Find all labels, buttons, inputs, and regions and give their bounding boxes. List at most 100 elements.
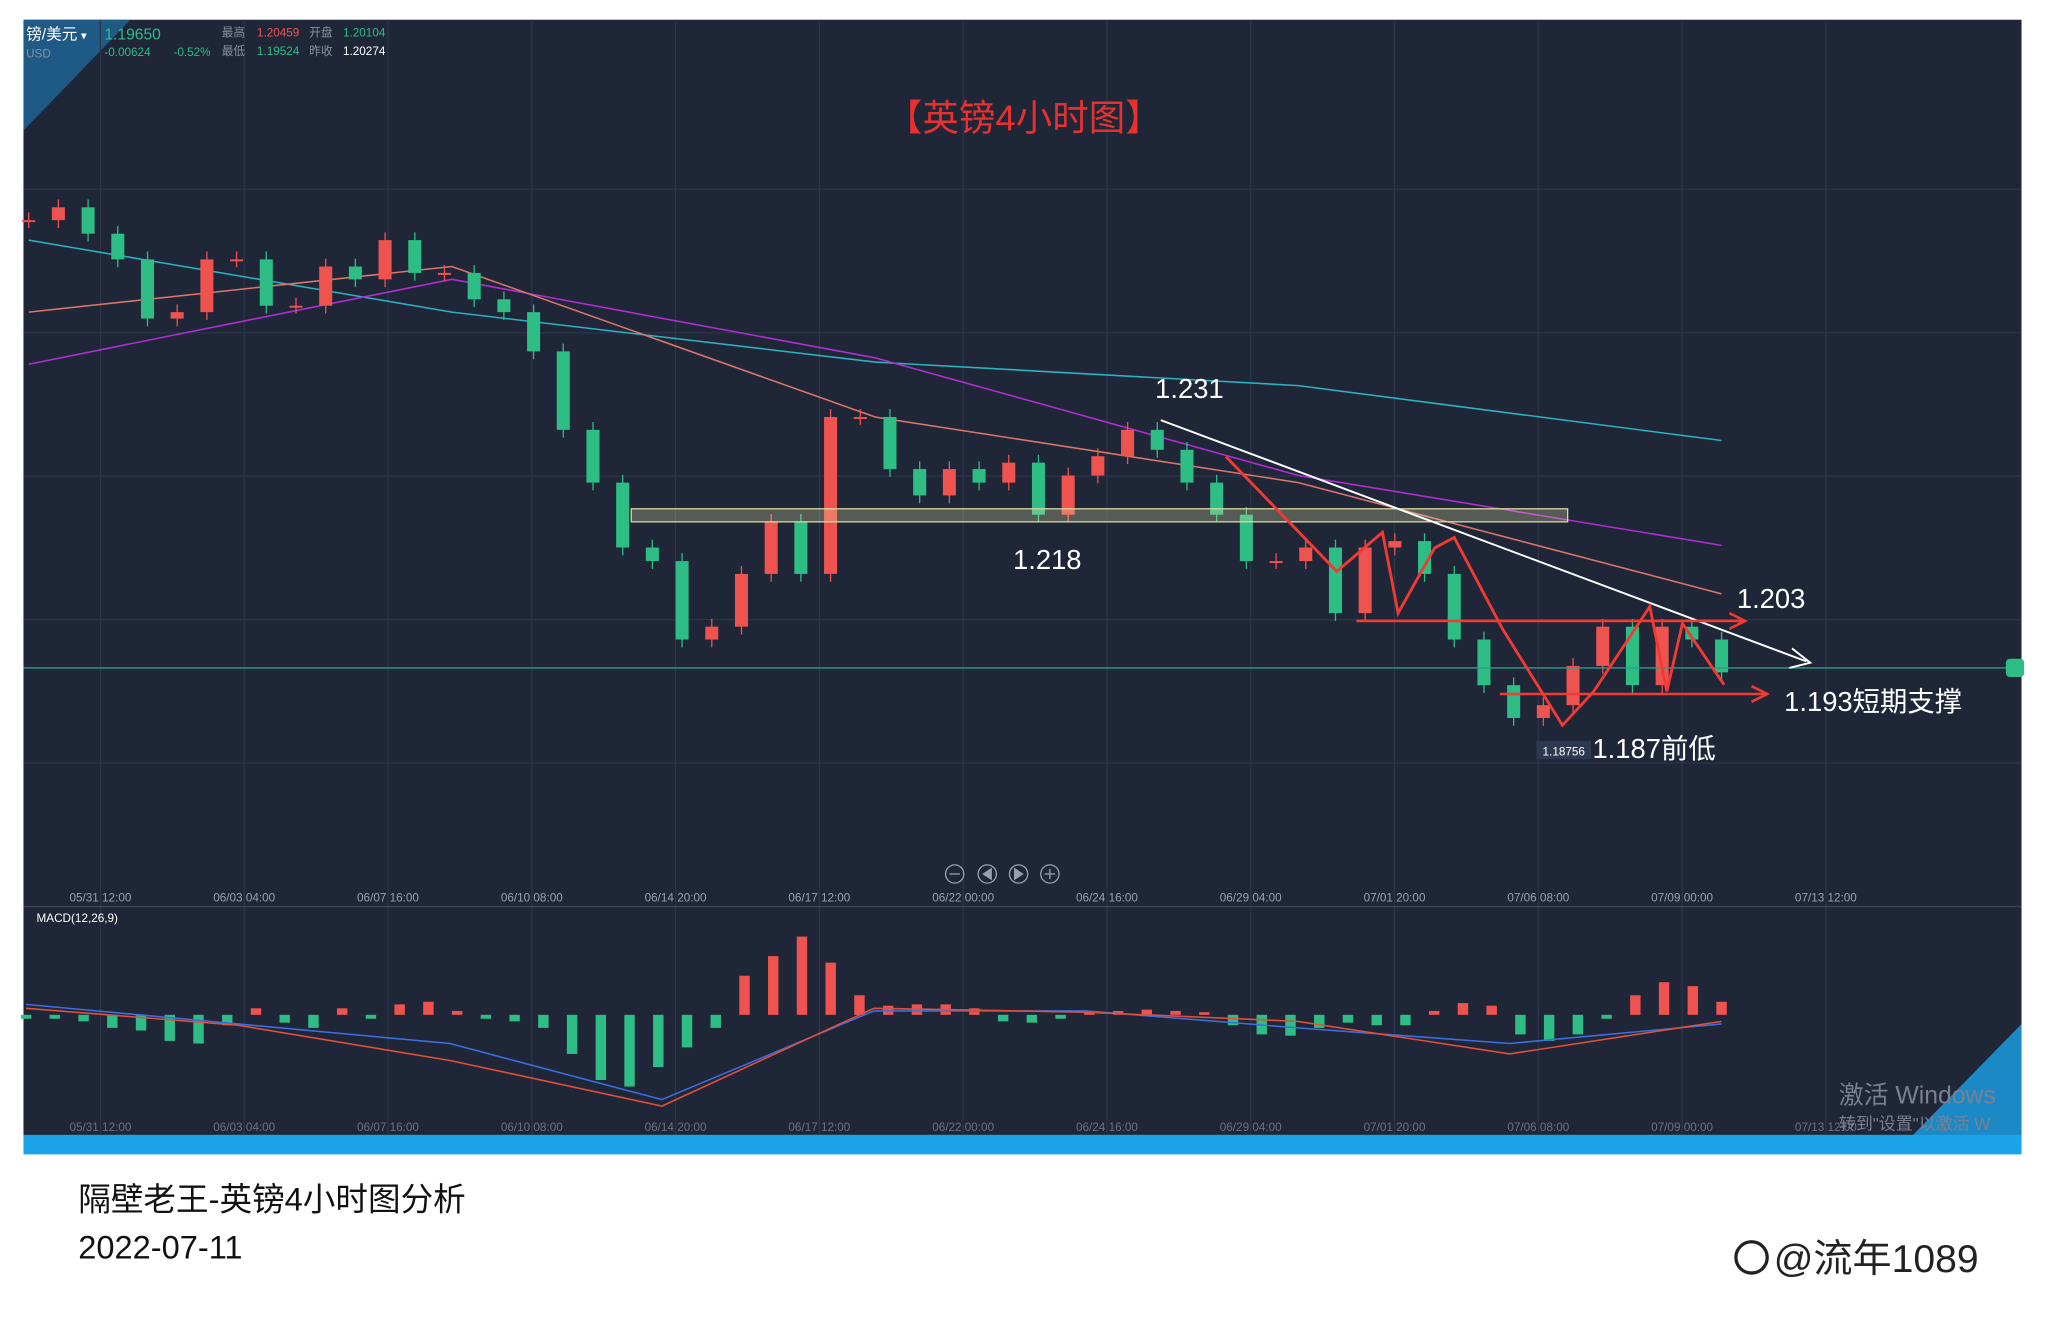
corner-decoration [23,19,131,131]
x-tick-label: 06/17 12:00 [788,1121,850,1134]
candle [1121,429,1135,457]
x-tick-label: 07/06 08:00 [1507,891,1569,904]
macd-bar [1342,1014,1354,1023]
macd-bar [1199,1012,1210,1015]
candle [1418,541,1432,574]
stat-label: 昨收 [309,44,333,58]
macd-bar [768,956,779,1015]
candle [734,573,748,627]
x-tick-label: 06/22 00:00 [932,1121,994,1134]
x-tick-label: 06/03 04:00 [213,1121,275,1134]
current-price-tag [2005,658,2025,678]
macd-bar [681,1014,693,1048]
grid [23,19,2022,1135]
symbol: 镑/美元 [26,25,77,43]
back-button[interactable] [977,864,998,884]
stat-value: 1.20274 [343,45,386,58]
candle [1031,462,1045,515]
macd-bar [825,962,836,1015]
x-tick-label: 06/17 12:00 [788,891,850,904]
macd-bar [423,1001,434,1015]
x-tick-label: 05/31 12:00 [69,891,131,904]
candle [764,521,778,574]
x-tick-label: 07/06 08:00 [1507,1121,1569,1134]
candle [1002,462,1016,483]
candle [81,207,95,234]
macd-bar [1371,1014,1382,1026]
x-tick-label: 06/14 20:00 [645,891,707,904]
candle [1447,573,1461,640]
candle [675,561,689,640]
macd-bar [1601,1014,1612,1019]
zoom-out-button[interactable] [944,864,965,884]
macd-bar [595,1014,607,1081]
macd-bar [1515,1014,1526,1035]
candle [1180,449,1194,483]
x-tick-label: 06/10 08:00 [501,891,563,904]
x-tick-label: 06/29 04:00 [1220,891,1282,904]
x-tick-label: 06/10 08:00 [501,1121,563,1134]
macd-bar [1084,1012,1095,1015]
stat-label: 开盘 [309,26,333,40]
caption-date: 2022-07-11 [78,1229,242,1266]
candle [1715,639,1729,673]
candle [1507,685,1521,718]
candle [883,416,897,470]
candle [1299,547,1313,562]
candle [140,259,155,319]
macd-bar [1055,1014,1066,1019]
author: @流年1089 [1774,1238,1979,1281]
candle [497,299,511,313]
macd-bar [566,1014,578,1054]
macd-bar [997,1014,1009,1022]
macd-bar [279,1014,290,1023]
candle [556,351,570,430]
candle [1091,456,1105,476]
candle [972,469,986,483]
wave-path [1224,455,1726,728]
nav-buttons [944,864,1060,884]
stat-value: 1.20104 [343,27,386,40]
candle [527,312,541,352]
dropdown-arrow[interactable]: ▾ [81,29,87,42]
macd-bar [365,1014,377,1019]
candle [378,240,392,280]
macd-bar [250,1008,262,1015]
macd-bar [1141,1009,1153,1015]
annotation: 1.193短期支撑 [1784,686,1962,717]
candle [1061,475,1075,515]
macd-bar [1170,1010,1181,1015]
annotation: 1.231 [1155,373,1224,404]
x-tick-label: 06/24 16:00 [1076,891,1138,904]
macd-bar [1457,1003,1469,1015]
candle [22,220,36,223]
candle [467,272,481,300]
candle [705,626,719,640]
candle [289,305,303,308]
macd-pane [20,936,1727,1107]
candle [1150,429,1164,450]
candle [1358,547,1372,614]
currency: USD [26,48,51,61]
x-tick-label: 06/22 00:00 [932,891,994,904]
forward-button[interactable] [1008,864,1029,884]
x-tick-label: 06/07 16:00 [357,891,419,904]
macd-bar [164,1014,175,1041]
candle [1328,547,1342,614]
macd-bar [193,1014,204,1044]
zoom-in-button[interactable] [1040,864,1060,884]
x-tick-label: 06/03 04:00 [213,891,275,904]
low-tag-box [1536,740,1592,760]
candle [1566,665,1580,706]
moving-average [28,278,1722,547]
watermark: 激活 Windows [1839,1082,1996,1110]
candle [1536,705,1550,718]
x-tick-label: 07/13 12:00 [1795,891,1857,904]
candle [824,416,838,574]
x-tick-label: 07/13 12:00 [1795,1121,1857,1134]
macd-bar [336,1008,348,1015]
macd-bar [20,1014,32,1019]
macd-bar [1486,1005,1497,1015]
candle [230,259,244,262]
